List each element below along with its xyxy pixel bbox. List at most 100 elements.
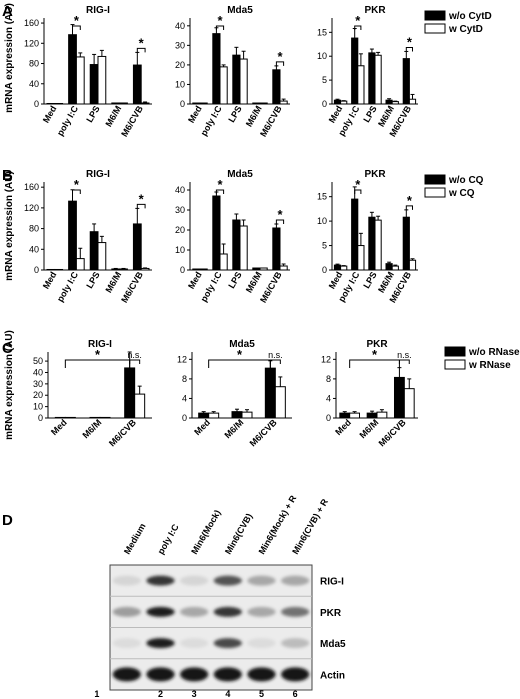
y-tick-label: 120 — [24, 38, 39, 48]
y-tick-label: 0 — [326, 413, 331, 423]
y-tick-label: 5 — [322, 75, 327, 85]
significance-bracket — [136, 47, 146, 53]
bar — [357, 245, 365, 271]
y-tick-label: 15 — [317, 27, 327, 37]
y-tick-label: 4 — [182, 393, 187, 403]
bar — [68, 34, 77, 105]
blot-band — [213, 667, 242, 682]
bar — [368, 52, 376, 105]
y-axis-label: mRNA expression (AU) — [4, 330, 15, 440]
y-tick-label: 12 — [321, 354, 331, 364]
y-tick-label: 0 — [322, 99, 327, 109]
significance-bracket — [354, 189, 362, 194]
bar — [279, 265, 288, 271]
blot-band — [146, 606, 175, 617]
category-label: poly I:C — [55, 104, 80, 138]
category-label: LPS — [226, 270, 243, 290]
chart-pkr: PKR 0 4 8 12 Med M6/MM6/CVB * n.s. — [321, 339, 418, 448]
category-label: Med — [192, 417, 212, 437]
y-tick-label: 15 — [317, 192, 327, 202]
bar — [385, 263, 393, 271]
bar — [357, 65, 365, 105]
legend: w/o CytD w CytD — [424, 10, 492, 35]
significance-label: * — [372, 347, 378, 362]
significance-bracket — [215, 189, 225, 194]
category-label: Med — [41, 270, 59, 291]
legend-label: w/o CQ — [448, 175, 484, 186]
significance-bracket — [405, 205, 413, 210]
bar — [89, 64, 99, 105]
y-tick-label: 40 — [29, 244, 39, 254]
blot-column-label: Min6(CVB) + R — [290, 497, 330, 556]
category-label: M6/M — [103, 104, 123, 128]
category-label: M6/CVB — [119, 104, 145, 139]
bar — [212, 33, 221, 105]
y-tick-label: 160 — [24, 18, 39, 28]
lane-number: 3 — [192, 689, 197, 699]
category-label: M6/CVB — [248, 417, 279, 448]
blot-band — [112, 575, 141, 586]
bar — [239, 58, 248, 105]
blot-band — [247, 638, 276, 649]
bar — [132, 64, 142, 105]
bar — [212, 195, 221, 271]
bar — [374, 219, 382, 271]
significance-label: * — [74, 177, 80, 192]
category-label: Med — [186, 270, 204, 291]
blot-band — [213, 638, 242, 649]
legend-swatch — [424, 23, 446, 34]
bar — [111, 268, 121, 271]
y-axis-label: mRNA expression (AU) — [4, 171, 15, 281]
y-tick-label: 0 — [38, 413, 43, 423]
category-label: Med — [186, 104, 204, 125]
blot-row-label: Mda5 — [320, 639, 346, 650]
blot-column-label: Medium — [122, 522, 148, 556]
bar — [97, 55, 107, 105]
bar — [385, 99, 393, 105]
bar — [119, 102, 128, 105]
significance-label: * — [277, 49, 283, 64]
y-tick-label: 0 — [34, 99, 39, 109]
significance-label: * — [407, 193, 413, 208]
bar — [99, 416, 111, 419]
bar — [232, 54, 241, 105]
significance-label: * — [139, 191, 145, 206]
bar — [340, 100, 348, 105]
blot-band — [146, 638, 175, 649]
bar — [68, 200, 77, 271]
bar — [199, 102, 208, 105]
significance-label: * — [95, 347, 101, 362]
legend-label: w/o RNase — [468, 347, 520, 358]
category-label: poly I:C — [55, 270, 80, 304]
panel-label: A — [2, 3, 13, 20]
lane-number: 6 — [293, 689, 298, 699]
blot-column-label: Min6(Mock) — [189, 508, 222, 556]
significance-label: * — [355, 177, 361, 192]
blot-column-label: poly I:C — [156, 522, 181, 556]
category-label: Med — [333, 417, 353, 437]
legend-swatch — [424, 187, 446, 198]
blot-band — [247, 606, 276, 617]
chart-title: PKR — [366, 339, 388, 350]
y-tick-label: 80 — [29, 59, 39, 69]
category-label: LPS — [361, 270, 378, 290]
panel-label: C — [2, 340, 13, 357]
bar — [408, 98, 417, 105]
bar — [46, 102, 56, 105]
chart-title: PKR — [364, 5, 386, 16]
legend-label: w CQ — [448, 188, 475, 199]
legend-swatch — [424, 10, 446, 21]
significance-bracket — [275, 219, 285, 224]
category-label: LPS — [226, 104, 243, 124]
blot-band — [180, 606, 209, 617]
bar — [241, 411, 253, 419]
significance-label: * — [139, 35, 145, 50]
significance-label: * — [355, 13, 361, 28]
bar — [374, 54, 382, 105]
ns-bracket — [398, 359, 410, 364]
